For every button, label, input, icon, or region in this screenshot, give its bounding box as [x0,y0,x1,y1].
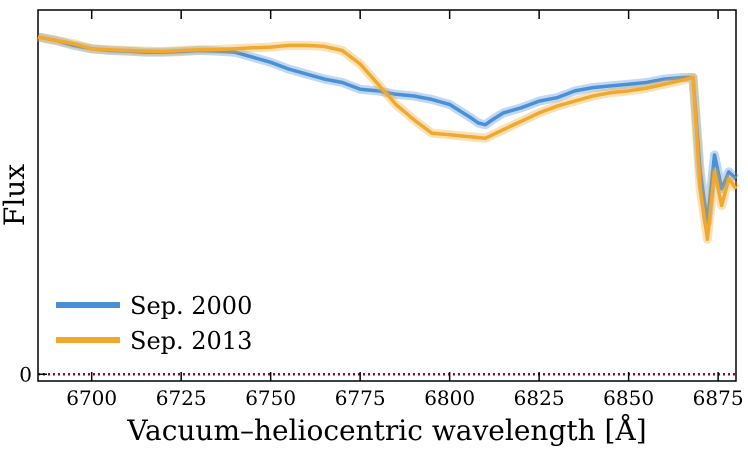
x-tick-label-6725: 6725 [156,386,207,410]
x-tick-label-6750: 6750 [245,386,296,410]
y-axis-ticks: 0 [19,362,47,386]
y-tick-label-0: 0 [19,362,32,386]
series-layer [37,32,740,244]
series-band-sep-2000 [37,32,740,227]
x-axis-ticks: 6700 6725 6750 6775 6800 6825 6850 6875 [66,10,744,410]
series-line-sep-2013 [37,35,738,242]
plot-frame [37,9,737,382]
x-tick-label-6800: 6800 [424,386,475,410]
x-tick-label-6875: 6875 [693,386,744,410]
series-line-sep-2000 [37,35,738,225]
series-band-sep-2013 [37,32,740,244]
x-tick-label-6700: 6700 [66,386,117,410]
legend: Sep. 2000 Sep. 2013 [56,292,252,355]
x-axis-title: Vacuum–heliocentric wavelength [Å] [126,414,646,447]
legend-label-sep-2000: Sep. 2000 [130,292,252,320]
y-axis-title: Flux [0,164,31,226]
x-tick-label-6775: 6775 [335,386,386,410]
legend-label-sep-2013: Sep. 2013 [130,327,252,355]
x-tick-label-6825: 6825 [514,386,565,410]
x-tick-label-6850: 6850 [603,386,654,410]
